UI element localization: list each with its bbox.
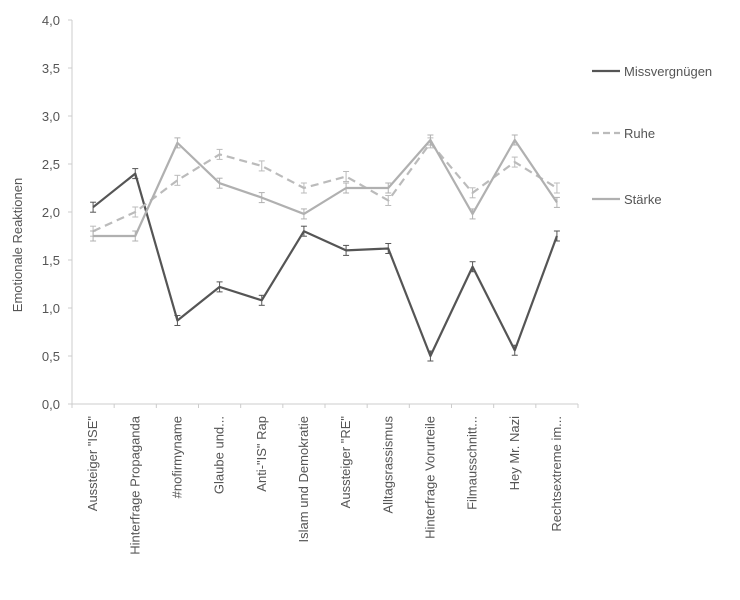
y-tick-label: 3,0 xyxy=(42,109,60,124)
x-tick-label: Hinterfrage Propaganda xyxy=(127,415,142,555)
legend-label: Stärke xyxy=(624,192,662,207)
legend-item: Missvergnügen xyxy=(592,64,712,79)
y-tick-label: 4,0 xyxy=(42,13,60,28)
legend-label: Ruhe xyxy=(624,126,655,141)
y-tick-label: 3,5 xyxy=(42,61,60,76)
x-tick-label: Aussteiger "ISE" xyxy=(85,416,100,512)
x-tick-label: Aussteiger "RE" xyxy=(338,416,353,509)
y-tick-label: 0,0 xyxy=(42,397,60,412)
series-3 xyxy=(90,134,560,242)
series-line xyxy=(92,141,558,233)
chart-legend: Missvergnügen Ruhe Stärke xyxy=(592,64,712,207)
y-tick-label: 1,0 xyxy=(42,301,60,316)
series-line xyxy=(92,172,558,358)
y-tick-label: 2,0 xyxy=(42,205,60,220)
x-tick-label: Rechtsextreme im... xyxy=(549,416,564,532)
x-tick-label: Anti-"IS" Rap xyxy=(254,416,269,492)
chart-axes xyxy=(71,20,578,405)
x-tick-label: Glaube und... xyxy=(212,416,227,494)
series-2 xyxy=(90,137,560,237)
x-tick-label: Filmausschnitt... xyxy=(465,416,480,510)
y-tick-label: 0,5 xyxy=(42,349,60,364)
x-tick-label: Islam und Demokratie xyxy=(296,416,311,542)
legend-item: Stärke xyxy=(592,192,662,207)
series-1 xyxy=(90,168,560,362)
y-axis-ticks: 0,0 0,5 1,0 1,5 2,0 2,5 3,0 3,5 4,0 xyxy=(42,13,72,412)
x-tick-label: #nofirmyname xyxy=(169,416,184,498)
y-axis-label: Emotionale Reaktionen xyxy=(10,178,25,312)
y-tick-label: 2,5 xyxy=(42,157,60,172)
x-tick-label: Alltagsrassismus xyxy=(380,416,395,514)
x-tick-label: Hinterfrage Vorurteile xyxy=(422,416,437,539)
legend-label: Missvergnügen xyxy=(624,64,712,79)
y-tick-label: 1,5 xyxy=(42,253,60,268)
x-tick-label: Hey Mr. Nazi xyxy=(507,416,522,491)
legend-item: Ruhe xyxy=(592,126,655,141)
x-axis-ticks: Aussteiger "ISE" Hinterfrage Propaganda #n… xyxy=(71,404,579,555)
chart-series xyxy=(90,134,560,362)
series-line xyxy=(93,138,558,238)
